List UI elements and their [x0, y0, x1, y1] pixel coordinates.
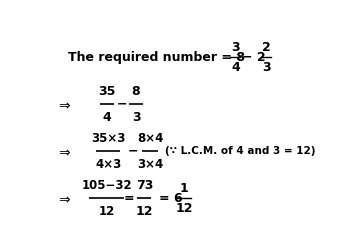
Text: 35×3: 35×3 [91, 132, 125, 145]
Text: −: − [117, 98, 127, 111]
Text: 73: 73 [136, 179, 153, 192]
Text: − 2: − 2 [242, 51, 266, 64]
Text: 35: 35 [98, 85, 116, 98]
Text: 105−32: 105−32 [81, 179, 132, 192]
Text: 8: 8 [132, 85, 140, 98]
Text: The required number = 8: The required number = 8 [68, 51, 244, 64]
Text: 3: 3 [262, 61, 270, 74]
Text: 1: 1 [180, 182, 188, 194]
Text: 3: 3 [231, 41, 240, 54]
Text: 12: 12 [136, 205, 153, 218]
Text: 12: 12 [175, 202, 193, 215]
Text: 3: 3 [132, 111, 140, 124]
Text: = 6: = 6 [159, 192, 183, 205]
Text: =: = [123, 192, 134, 205]
Text: 4: 4 [102, 111, 111, 124]
Text: 8×4: 8×4 [137, 132, 163, 145]
Text: 3×4: 3×4 [137, 158, 163, 171]
Text: $\Rightarrow$: $\Rightarrow$ [56, 97, 72, 112]
Text: 4×3: 4×3 [95, 158, 121, 171]
Text: 4: 4 [231, 61, 240, 74]
Text: (∵ L.C.M. of 4 and 3 = 12): (∵ L.C.M. of 4 and 3 = 12) [165, 146, 316, 156]
Text: 12: 12 [99, 205, 115, 218]
Text: −: − [128, 145, 139, 158]
Text: $\Rightarrow$: $\Rightarrow$ [56, 144, 72, 158]
Text: $\Rightarrow$: $\Rightarrow$ [56, 191, 72, 205]
Text: 2: 2 [262, 41, 270, 54]
